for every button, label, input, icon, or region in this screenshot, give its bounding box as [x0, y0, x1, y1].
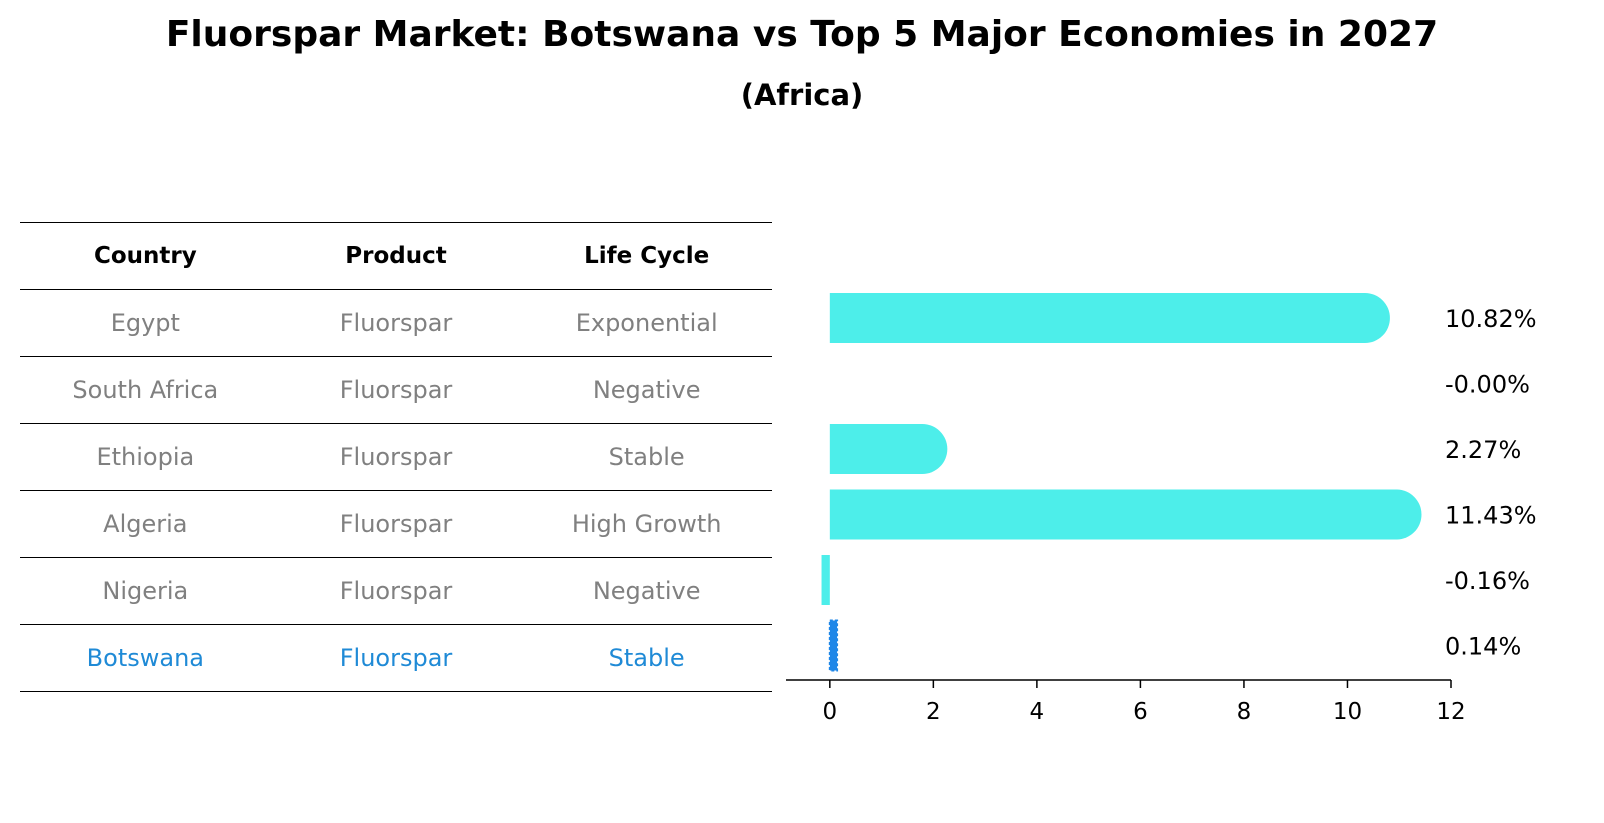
x-tick-label: 6: [1133, 699, 1148, 725]
chart-title: Fluorspar Market: Botswana vs Top 5 Majo…: [165, 14, 1439, 55]
product-cell: Fluorspar: [339, 443, 453, 471]
life-cycle-cell: Stable: [608, 644, 685, 672]
bar: [821, 555, 830, 605]
life-cycle-cell: Negative: [592, 376, 701, 404]
x-tick-label: 8: [1237, 699, 1252, 725]
data-label: 0.14%: [1445, 633, 1521, 661]
bar-chart: 10.82% -0.00% 2.27% 11.43% -0.16% 0.14% 0 2 4 6 8 1…: [786, 293, 1537, 725]
x-tick-label: 4: [1030, 699, 1045, 725]
data-label: 10.82%: [1445, 305, 1537, 333]
product-cell: Fluorspar: [339, 309, 453, 337]
country-cell: Nigeria: [102, 577, 189, 605]
bar: [828, 619, 839, 672]
header-country: Country: [93, 243, 197, 269]
table-row: South Africa Fluorspar Negative: [20, 357, 772, 424]
data-label: -0.16%: [1445, 567, 1530, 595]
table-row: Nigeria Fluorspar Negative: [20, 558, 772, 625]
life-cycle-cell: Negative: [592, 577, 701, 605]
data-label: 11.43%: [1445, 502, 1537, 530]
table-row: Egypt Fluorspar Exponential: [20, 290, 772, 357]
table-header-row: Country Product Life Cycle: [20, 222, 772, 290]
product-cell: Fluorspar: [339, 376, 453, 404]
country-table: Country Product Life Cycle Egypt Fluorsp…: [20, 222, 772, 692]
life-cycle-cell: Stable: [608, 443, 685, 471]
product-cell: Fluorspar: [339, 577, 453, 605]
table-row: Algeria Fluorspar High Growth: [20, 491, 772, 558]
bar: [829, 424, 948, 474]
x-tick-label: 12: [1436, 699, 1465, 725]
bar: [829, 293, 1390, 343]
table-row-highlight: Botswana Fluorspar Stable: [20, 625, 772, 692]
data-label: 2.27%: [1445, 436, 1521, 464]
bar: [829, 489, 1422, 540]
x-tick-label: 10: [1333, 699, 1362, 725]
x-tick-label: 0: [823, 699, 838, 725]
header-life-cycle: Life Cycle: [584, 243, 710, 269]
product-cell: Fluorspar: [339, 644, 453, 672]
table-row: Ethiopia Fluorspar Stable: [20, 424, 772, 491]
country-cell: Ethiopia: [96, 443, 195, 471]
country-cell: Algeria: [103, 510, 188, 538]
country-cell: South Africa: [72, 376, 219, 404]
product-cell: Fluorspar: [339, 510, 453, 538]
header-product: Product: [345, 243, 447, 269]
data-label: -0.00%: [1445, 371, 1530, 399]
country-cell: Egypt: [110, 309, 180, 337]
life-cycle-cell: High Growth: [571, 510, 722, 538]
chart-subtitle: (Africa): [740, 78, 864, 112]
x-tick-label: 2: [926, 699, 941, 725]
life-cycle-cell: Exponential: [575, 309, 718, 337]
country-cell: Botswana: [86, 644, 204, 672]
